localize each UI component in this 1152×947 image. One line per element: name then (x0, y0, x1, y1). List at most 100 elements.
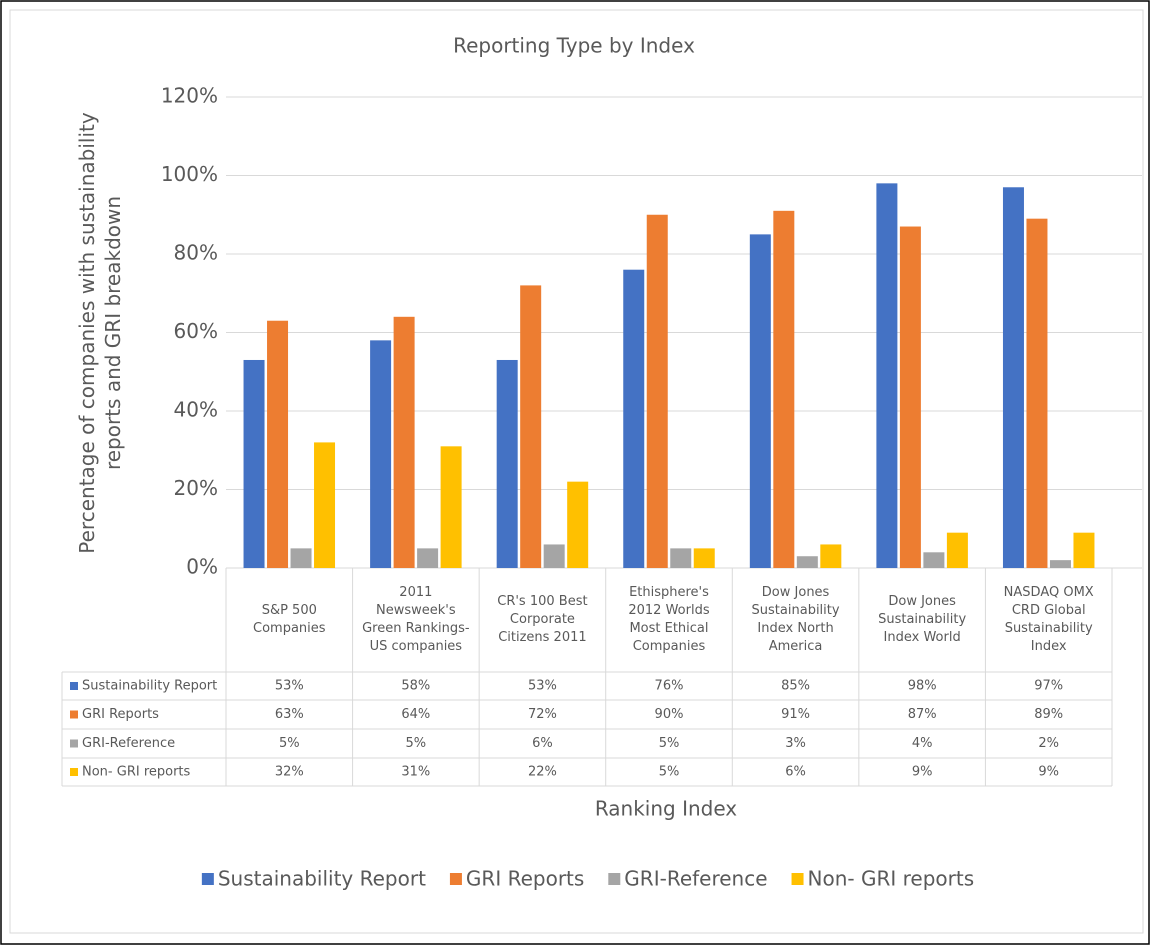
y-axis-title: Percentage of companies with sustainabil… (75, 112, 125, 554)
chart-border (9, 9, 1144, 934)
bar (1073, 532, 1095, 568)
table-value: 31% (401, 765, 430, 780)
bar (1026, 218, 1048, 569)
bar (1002, 187, 1024, 568)
bar (267, 320, 289, 568)
table-value: 6% (785, 765, 806, 780)
table-value: 90% (655, 707, 684, 722)
bar (1049, 560, 1071, 568)
legend-key (608, 873, 621, 885)
table-value: 72% (528, 707, 557, 722)
x-tick-label: 2011 Newsweek's Green Rankings- US compa… (362, 585, 470, 654)
table-value: 97% (1034, 679, 1063, 694)
legend-key (791, 873, 804, 885)
bar (393, 316, 415, 568)
x-tick-label: CR's 100 Best Corporate Citizens 2011 (497, 594, 588, 645)
table-value: 91% (781, 707, 810, 722)
bar (946, 532, 968, 568)
bar (796, 556, 818, 568)
y-tick-label: 40% (174, 398, 218, 422)
table-value: 4% (912, 736, 933, 751)
y-tick-label: 60% (174, 319, 218, 343)
bar (370, 340, 392, 568)
table-value: 53% (528, 679, 557, 694)
table-value: 9% (1038, 765, 1059, 780)
bar (646, 214, 668, 568)
bar (520, 285, 542, 568)
table-row-label: Non- GRI reports (82, 765, 191, 780)
legend-key (201, 873, 214, 885)
table-value: 87% (908, 707, 937, 722)
bar (290, 548, 312, 568)
table-value: 5% (406, 736, 427, 751)
x-tick-label: Dow Jones Sustainability Index World (878, 594, 967, 645)
bar (693, 548, 715, 568)
table-value: 64% (401, 707, 430, 722)
bar (543, 544, 565, 568)
legend-label: Non- GRI reports (808, 867, 975, 891)
bar (899, 226, 921, 568)
x-tick-label: S&P 500 Companies (253, 603, 326, 636)
legend-label: Sustainability Report (218, 867, 426, 891)
category-cell: Dow Jones Sustainability Index North Ame… (751, 585, 840, 654)
table-value: 98% (908, 679, 937, 694)
table-row-label: GRI-Reference (82, 736, 175, 751)
table-legend-key (70, 768, 78, 776)
table-row-label: Sustainability Report (82, 679, 217, 694)
category-cell: NASDAQ OMX CRD Global Sustainability Ind… (1004, 585, 1094, 654)
y-tick-label: 100% (161, 162, 218, 186)
table-value: 5% (659, 765, 680, 780)
table-value: 63% (275, 707, 304, 722)
table-value: 3% (785, 736, 806, 751)
table-legend-key (70, 710, 78, 719)
table-legend-key (70, 682, 78, 690)
bar (923, 552, 945, 568)
bar (496, 359, 518, 568)
table-row-label: GRI Reports (82, 707, 159, 722)
bar (567, 481, 589, 568)
legend-key (449, 873, 462, 885)
bar (417, 548, 439, 568)
legend-item: Sustainability Report (201, 867, 426, 891)
table-value: 2% (1038, 736, 1059, 751)
table-value: 5% (659, 736, 680, 751)
x-tick-label: Dow Jones Sustainability Index North Ame… (751, 585, 840, 654)
table-value: 6% (532, 736, 553, 751)
table-value: 85% (781, 679, 810, 694)
table-value: 89% (1034, 707, 1063, 722)
category-cell: Dow Jones Sustainability Index World (878, 594, 967, 645)
y-tick-label: 120% (161, 84, 218, 108)
bar (314, 442, 336, 568)
y-tick-label: 80% (174, 241, 218, 265)
legend-label: GRI-Reference (624, 867, 767, 891)
table-value: 53% (275, 679, 304, 694)
category-cell: 2011 Newsweek's Green Rankings- US compa… (362, 585, 470, 654)
y-tick-label: 0% (186, 555, 218, 579)
legend-item: GRI Reports (449, 867, 584, 891)
table-value: 58% (401, 679, 430, 694)
bar (440, 446, 462, 568)
bar (670, 548, 692, 568)
bar (243, 359, 265, 568)
x-tick-label: Ethisphere's 2012 Worlds Most Ethical Co… (628, 585, 710, 654)
table-value: 22% (528, 765, 557, 780)
bar (623, 269, 645, 568)
table-value: 32% (275, 765, 304, 780)
legend-item: Non- GRI reports (791, 867, 975, 891)
legend-item: GRI-Reference (608, 867, 768, 891)
bar (773, 210, 795, 568)
category-cell: CR's 100 Best Corporate Citizens 2011 (497, 594, 588, 645)
table-value: 5% (279, 736, 300, 751)
bar (749, 234, 771, 568)
x-axis-title: Ranking Index (595, 797, 737, 821)
table-value: 76% (655, 679, 684, 694)
bar (876, 183, 898, 568)
y-tick-label: 20% (174, 476, 218, 500)
legend-label: GRI Reports (466, 867, 584, 891)
bar (820, 544, 842, 568)
table-value: 9% (912, 765, 933, 780)
table-legend-key (70, 739, 78, 748)
category-cell: Ethisphere's 2012 Worlds Most Ethical Co… (628, 585, 710, 654)
